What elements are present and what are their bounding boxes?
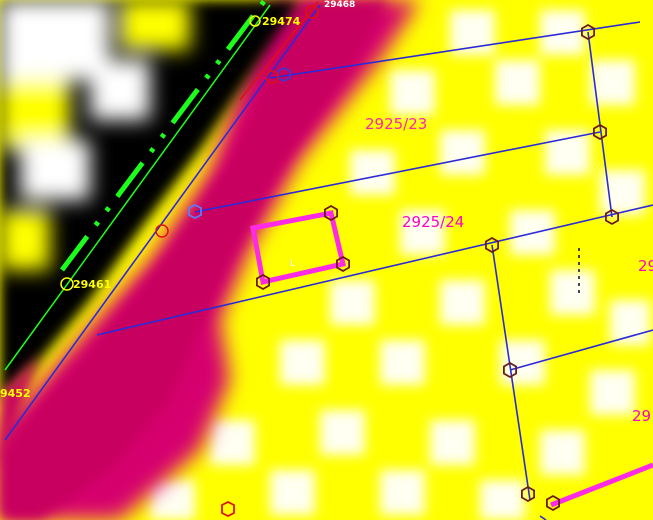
- boundary-2925-23-south: [194, 131, 601, 213]
- building-label: L: [290, 259, 295, 269]
- rail-dashed-line: [60, 0, 267, 272]
- rail-line-layer: [4, 0, 271, 371]
- rail-thin-line: [4, 4, 271, 371]
- control-point-label: 29474: [262, 15, 301, 28]
- blue-hexagon-icon[interactable]: [188, 203, 202, 220]
- building-polygon[interactable]: [250, 210, 347, 286]
- raster-dark-band: [0, 0, 300, 400]
- hexagon-vertex-icon[interactable]: [605, 208, 619, 226]
- red-circle-marker-icon[interactable]: [155, 224, 169, 238]
- circle-control-point-icon[interactable]: [60, 277, 74, 291]
- red-reference-line: [239, 1, 319, 101]
- control-point-label: 29461: [73, 278, 111, 291]
- parcel-label[interactable]: 2925/24: [402, 213, 464, 231]
- building-outline-partial: [550, 462, 653, 508]
- hexagon-vertex-icon[interactable]: [277, 67, 291, 82]
- red-circle-marker-icon[interactable]: [305, 5, 319, 19]
- control-points: 29474 29461 9452 29468: [0, 0, 355, 400]
- special-markers: [155, 5, 319, 518]
- hexagon-vertex-icon[interactable]: [484, 236, 500, 254]
- parcel-label[interactable]: 29: [632, 407, 651, 425]
- parcel-boundaries: [4, 4, 653, 520]
- red-hexagon-icon[interactable]: [221, 500, 235, 518]
- raster-white-blobs: [150, 10, 650, 520]
- parcel-label[interactable]: 29: [638, 257, 653, 275]
- hexagon-vertex-icon[interactable]: [593, 123, 607, 141]
- boundary-stub: [539, 515, 547, 520]
- raster-left-magenta: [0, 355, 40, 470]
- hexagon-vertex-icon[interactable]: [521, 485, 535, 503]
- hexagon-vertex-icon[interactable]: [581, 23, 595, 41]
- circle-control-point-icon[interactable]: [249, 15, 261, 27]
- control-point-label: 9452: [0, 387, 31, 400]
- boundary-road-edge: [4, 4, 321, 441]
- hexagon-vertex-icon[interactable]: [255, 273, 271, 291]
- boundary-2925-24-south: [96, 204, 653, 336]
- parcel-label[interactable]: 2925/23: [365, 115, 427, 133]
- hexagon-vertex-icon[interactable]: [502, 361, 517, 379]
- red-circle-marker-icon[interactable]: [265, 70, 279, 84]
- boundary-east-b: [491, 244, 531, 501]
- building-outline[interactable]: L: [250, 210, 347, 286]
- raster-magenta-core: [0, 0, 390, 520]
- parcel-labels: 2925/23 2925/24 29 29: [365, 115, 653, 425]
- hexagon-vertex-icon[interactable]: [323, 204, 339, 222]
- control-point-label: 29468: [324, 0, 355, 10]
- raster-left-patches: [0, 0, 190, 270]
- hexagon-vertex-icon[interactable]: [546, 494, 560, 512]
- hexagon-vertex-icon[interactable]: [335, 255, 351, 273]
- boundary-north: [269, 21, 641, 79]
- vertex-markers: [255, 23, 619, 512]
- boundary-south-inner: [509, 329, 653, 371]
